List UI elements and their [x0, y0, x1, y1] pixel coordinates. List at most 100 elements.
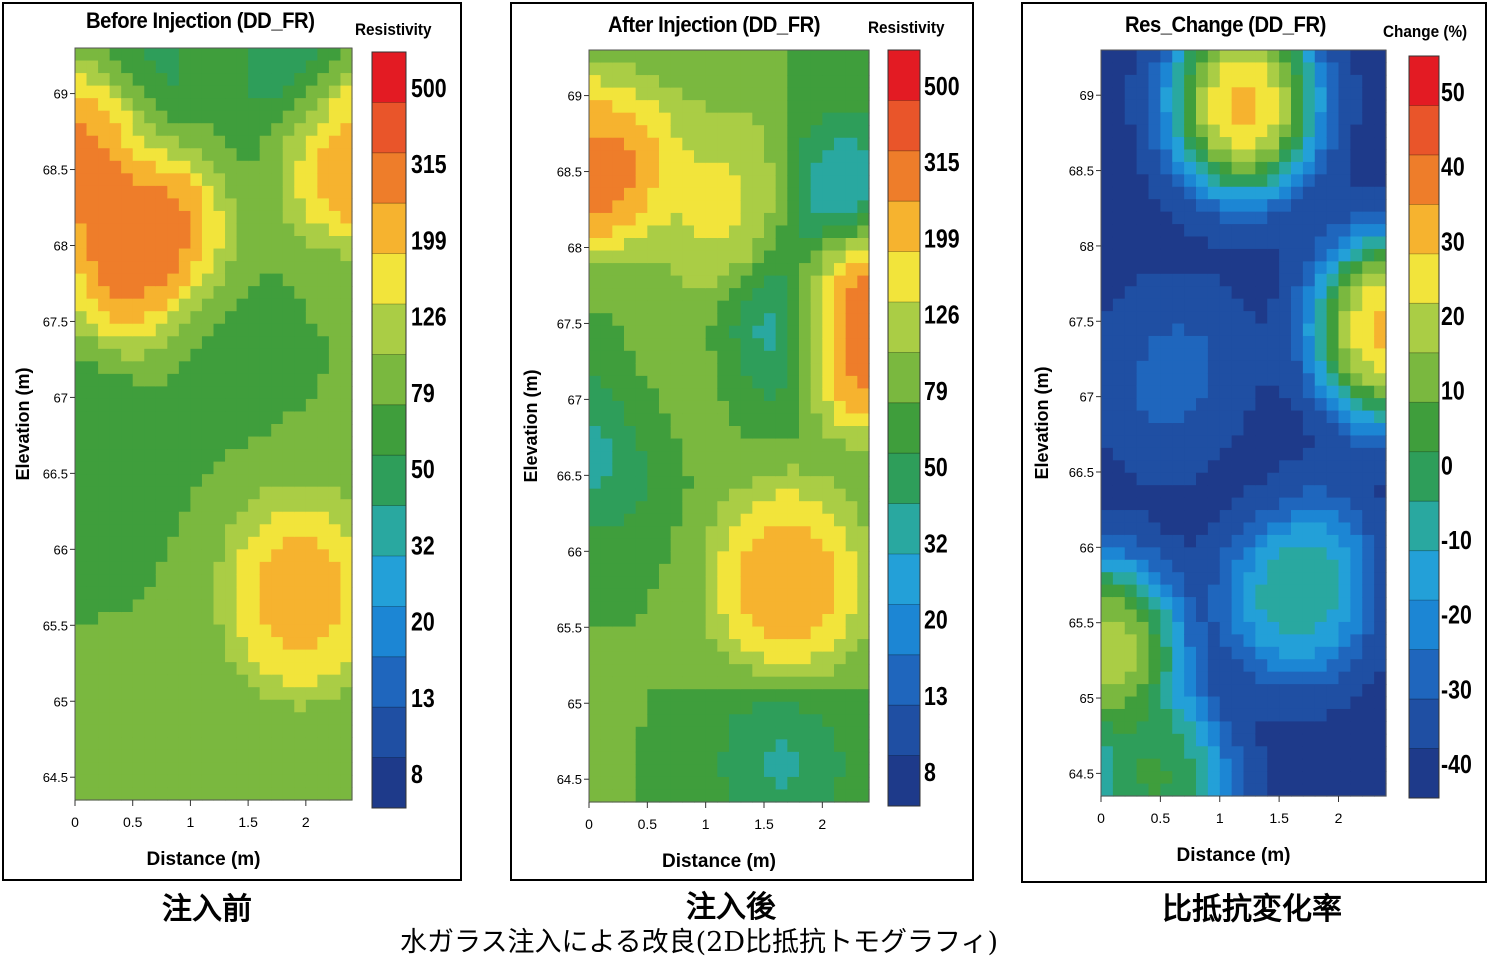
heatmap-cell	[75, 524, 88, 538]
heatmap-cell	[1196, 348, 1209, 362]
heatmap-cell	[1302, 360, 1316, 374]
heatmap-cell	[98, 586, 111, 601]
heatmap-cell	[1279, 597, 1292, 611]
heatmap-cell	[729, 325, 742, 339]
heatmap-cell	[1291, 621, 1304, 635]
heatmap-cell	[624, 275, 637, 289]
heatmap-cell	[1112, 609, 1126, 623]
heatmap-cell	[589, 563, 602, 577]
heatmap-cell	[729, 538, 742, 552]
heatmap-cell	[155, 499, 168, 513]
heatmap-cell	[659, 538, 672, 552]
heatmap-cell	[317, 674, 330, 688]
heatmap-cell	[109, 787, 122, 801]
heatmap-cell	[236, 73, 249, 87]
heatmap-cell	[1160, 410, 1173, 424]
heatmap-cell	[1124, 485, 1138, 499]
heatmap-cell	[213, 123, 226, 137]
heatmap-cell	[201, 561, 215, 575]
heatmap-cell	[340, 236, 353, 250]
heatmap-cell	[190, 398, 203, 413]
heatmap-cell	[121, 148, 134, 162]
heatmap-cell	[1136, 199, 1150, 213]
heatmap-cell	[1148, 62, 1161, 76]
y-tick-label: 67.5	[557, 316, 582, 331]
heatmap-cell	[1326, 485, 1340, 499]
heatmap-cell	[225, 398, 238, 413]
heatmap-cell	[834, 288, 847, 302]
heatmap-cell	[317, 511, 330, 525]
heatmap-cell	[705, 375, 718, 389]
heatmap-cell	[1160, 298, 1173, 312]
heatmap-cell	[1207, 696, 1221, 710]
heatmap-cell	[340, 536, 353, 550]
heatmap-cell	[1196, 609, 1209, 623]
plot-before-injection: 0 0.5 1 1.5 26968.56867.56766.56665.56564.5D…	[13, 47, 447, 870]
heatmap-cell	[1184, 671, 1197, 685]
heatmap-cell	[1362, 199, 1375, 213]
heatmap-cell	[589, 275, 602, 289]
heatmap-cell	[1101, 634, 1114, 648]
heatmap-cell	[787, 350, 800, 364]
heatmap-cell	[729, 350, 742, 364]
heatmap-cell	[729, 413, 742, 427]
heatmap-cell	[1362, 149, 1375, 163]
colorbar-swatch	[372, 253, 406, 305]
heatmap-cell	[705, 438, 718, 452]
heatmap-cell	[834, 488, 847, 502]
heatmap-cell	[1219, 733, 1233, 747]
heatmap-cell	[340, 637, 353, 651]
heatmap-cell	[1112, 584, 1126, 598]
heatmap-cell	[799, 438, 812, 452]
heatmap-cell	[1243, 335, 1256, 349]
heatmap-cell	[1302, 684, 1316, 698]
heatmap-cell	[236, 210, 249, 225]
heatmap-cell	[1350, 696, 1363, 710]
heatmap-cell	[259, 536, 272, 550]
heatmap-cell	[305, 60, 318, 74]
heatmap-cell	[1279, 373, 1292, 387]
heatmap-cell	[612, 212, 625, 227]
heatmap-cell	[1172, 74, 1185, 88]
heatmap-cell	[1291, 423, 1304, 437]
heatmap-cell	[190, 549, 203, 563]
heatmap-cell	[98, 474, 111, 488]
heatmap-cell	[1124, 659, 1138, 673]
heatmap-cell	[1184, 534, 1197, 548]
heatmap-cell	[259, 311, 272, 325]
heatmap-cell	[328, 60, 342, 74]
heatmap-cell	[75, 223, 88, 237]
heatmap-cell	[1302, 298, 1316, 312]
heatmap-cell	[705, 313, 718, 327]
heatmap-cell	[1196, 410, 1209, 424]
heatmap-cell	[1112, 634, 1126, 648]
heatmap-cell	[1184, 572, 1197, 586]
heatmap-cell	[1101, 410, 1114, 424]
heatmap-cell	[1338, 410, 1351, 424]
heatmap-cell	[717, 288, 730, 302]
heatmap-cell	[305, 273, 318, 287]
heatmap-cell	[1207, 746, 1221, 760]
heatmap-cell	[201, 699, 215, 713]
heatmap-cell	[810, 288, 823, 302]
heatmap-cell	[190, 436, 203, 450]
heatmap-cell	[178, 662, 192, 676]
colorbar-label: -10	[1441, 526, 1472, 556]
heatmap-cell	[1279, 783, 1292, 797]
heatmap-cell	[144, 561, 157, 575]
heatmap-cell	[787, 150, 800, 164]
heatmap-cell	[178, 699, 192, 713]
heatmap-cell	[1219, 286, 1233, 300]
heatmap-cell	[659, 363, 672, 377]
heatmap-cell	[612, 75, 625, 89]
heatmap-cell	[740, 238, 753, 252]
heatmap-cell	[1112, 559, 1126, 573]
heatmap-cell	[1338, 298, 1351, 312]
heatmap-cell	[259, 348, 272, 362]
heatmap-cell	[340, 787, 353, 801]
heatmap-cell	[305, 724, 318, 738]
heatmap-cell	[1279, 447, 1292, 461]
heatmap-cell	[1219, 137, 1233, 151]
heatmap-cell	[1112, 298, 1126, 312]
heatmap-cell	[1207, 597, 1221, 611]
